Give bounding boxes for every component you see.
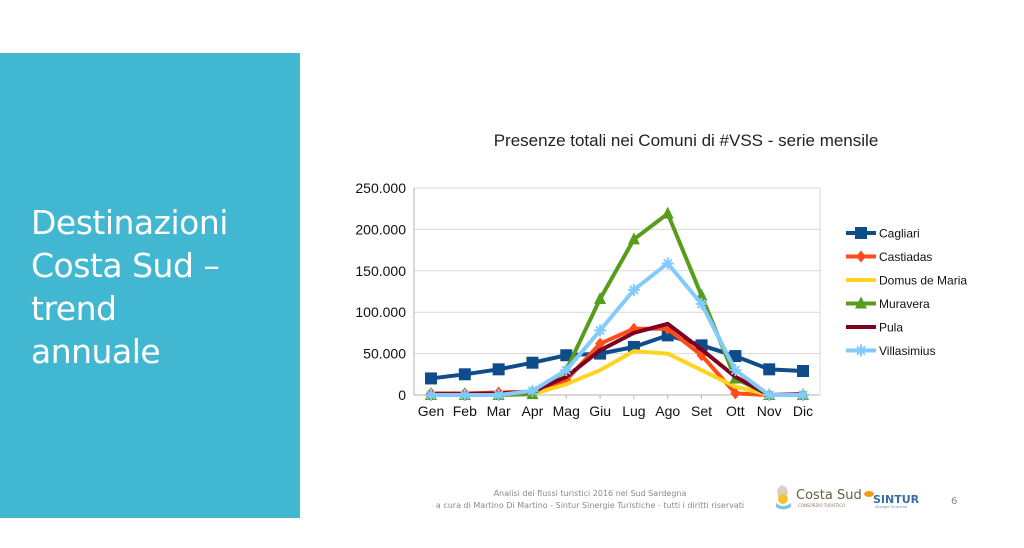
legend-label: Villasimius — [879, 344, 935, 358]
x-tick-label: Set — [691, 403, 712, 419]
data-point — [594, 291, 607, 304]
slide-title: Destinazioni Costa Sud – trend annuale — [31, 203, 228, 371]
data-point — [730, 387, 741, 400]
legend-marker — [855, 227, 867, 239]
legend-label: Muravera — [879, 297, 930, 311]
x-tick-label: Lug — [622, 403, 645, 419]
sintur-fish-icon — [864, 491, 874, 497]
y-tick-label: 250.000 — [355, 180, 406, 196]
legend-label: Cagliari — [879, 227, 920, 241]
data-point — [661, 257, 674, 270]
x-tick-label: Dic — [793, 403, 813, 419]
series-line-muravera — [431, 211, 803, 397]
data-point — [492, 363, 505, 376]
legend-marker — [855, 296, 867, 309]
sintur-logo-text: SINTUR — [873, 493, 920, 506]
data-point — [797, 364, 809, 377]
x-tick-label: Feb — [453, 403, 477, 419]
data-point — [627, 232, 640, 245]
data-point — [763, 389, 776, 401]
data-point — [695, 297, 708, 310]
y-tick-label: 0 — [398, 387, 406, 403]
footer: Analisi dei flussi turistici 2016 nel Su… — [395, 488, 785, 512]
series-line-villasimius — [431, 261, 803, 397]
data-point — [526, 356, 539, 369]
x-tick-label: Ago — [655, 403, 680, 419]
y-tick-label: 200.000 — [355, 221, 406, 237]
data-point — [526, 384, 539, 397]
sun-icon — [778, 494, 788, 504]
x-tick-label: Mag — [553, 403, 580, 419]
legend-label: Pula — [879, 321, 903, 335]
data-point — [763, 363, 776, 376]
x-tick-label: Nov — [757, 403, 782, 419]
wave-icon — [776, 503, 791, 510]
sardinia-icon — [777, 485, 788, 497]
data-point — [594, 324, 607, 337]
legend-marker — [856, 250, 866, 263]
data-point — [425, 372, 437, 385]
y-tick-label: 150.000 — [355, 263, 406, 279]
y-tick-label: 50.000 — [363, 346, 406, 362]
data-point — [560, 364, 573, 377]
data-point — [458, 368, 471, 381]
data-point — [627, 283, 640, 296]
data-point — [492, 389, 505, 401]
title-panel: Destinazioni Costa Sud – trend annuale — [0, 53, 300, 518]
data-point — [595, 337, 606, 350]
x-tick-label: Apr — [522, 403, 544, 419]
data-point — [729, 350, 742, 363]
costa-sud-logo: Costa Sud CONSORZIO TURISTICO — [776, 485, 862, 510]
legend-marker — [855, 344, 867, 357]
x-tick-label: Giu — [589, 403, 611, 419]
footer-line-2: a cura di Martino Di Martino - Sintur Si… — [435, 501, 745, 510]
data-point — [661, 206, 674, 219]
footer-line-1: Analisi dei flussi turistici 2016 nel Su… — [493, 489, 687, 498]
x-tick-label: Gen — [418, 403, 444, 419]
page-number: 6 — [951, 496, 958, 507]
legend-label: Domus de Maria — [879, 274, 967, 288]
data-point — [729, 364, 742, 377]
data-point — [458, 389, 471, 401]
sintur-logo: SINTUR Sinergie Turistiche — [864, 491, 920, 509]
data-point — [425, 389, 437, 401]
data-point — [560, 349, 573, 362]
costa-sud-logo-subtext: CONSORZIO TURISTICO — [798, 503, 845, 508]
x-tick-label: Ott — [726, 403, 745, 419]
chart-title: Presenze totali nei Comuni di #VSS - ser… — [494, 131, 879, 150]
costa-sud-logo-text: Costa Sud — [796, 488, 862, 503]
legend-label: Castiadas — [879, 250, 932, 264]
y-tick-label: 100.000 — [355, 304, 406, 320]
x-tick-label: Mar — [487, 403, 511, 419]
sintur-logo-subtext: Sinergie Turistiche — [875, 505, 907, 509]
data-point — [797, 389, 809, 401]
